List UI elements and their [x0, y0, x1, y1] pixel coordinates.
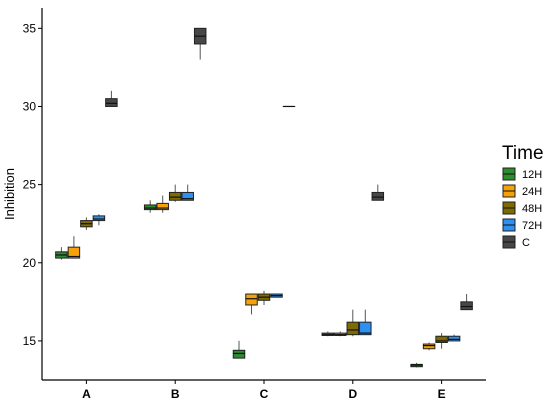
legend-label: 72H: [522, 220, 542, 232]
box-body: [181, 191, 194, 201]
box-E-12H: [410, 362, 423, 368]
x-tick-label: B: [171, 387, 180, 401]
box-body: [435, 335, 448, 343]
legend-label: 24H: [522, 186, 542, 198]
y-tick-label: 15: [23, 334, 37, 348]
box-B-24H: [156, 195, 169, 213]
box-A-12H: [55, 247, 68, 260]
box-body: [67, 246, 81, 259]
box-E-C: [460, 294, 473, 311]
box-D-24H: [334, 331, 347, 337]
box-E-72H: [447, 334, 461, 342]
box-B-48H: [168, 184, 182, 202]
box-D-12H: [321, 331, 335, 337]
box-B-72H: [181, 184, 194, 201]
box-body: [105, 98, 118, 107]
box-D-72H: [359, 309, 372, 336]
box-body: [92, 215, 106, 222]
box-body: [156, 202, 169, 211]
box-A-48H: [80, 217, 93, 230]
y-axis-title: Inhibition: [2, 168, 17, 220]
legend-item-24H: 24H: [502, 184, 542, 198]
legend-item-12H: 12H: [502, 167, 542, 181]
legend-label: 48H: [522, 203, 542, 215]
x-tick-label: E: [438, 387, 446, 401]
box-body: [447, 335, 461, 342]
box-body: [168, 191, 182, 201]
x-tick-label: A: [82, 387, 91, 401]
legend: Time 12H 24H 48H 72H C: [502, 143, 544, 249]
box-D-48H: [346, 309, 360, 337]
box-body: [346, 321, 360, 336]
x-tick-label: D: [348, 387, 357, 401]
box-body: [359, 321, 372, 336]
box-body: [245, 293, 258, 306]
box-B-C: [193, 27, 207, 60]
x-tick-label: C: [260, 387, 269, 401]
box-A-24H: [67, 236, 81, 259]
y-tick-label: 20: [23, 256, 37, 270]
y-tick-label: 35: [23, 21, 37, 35]
y-tick-label: 30: [23, 99, 37, 113]
box-C-24H: [245, 293, 258, 315]
box-body: [371, 191, 385, 201]
legend-item-72H: 72H: [502, 218, 542, 232]
legend-label: C: [522, 237, 530, 249]
box-C-12H: [232, 340, 246, 359]
box-C-48H: [257, 290, 271, 305]
legend-item-C: C: [502, 235, 530, 249]
box-body: [143, 204, 157, 211]
plot-area: [55, 27, 473, 368]
box-A-C: [105, 90, 118, 107]
box-E-48H: [435, 333, 448, 349]
legend-title: Time: [502, 143, 544, 164]
box-A-72H: [92, 214, 106, 226]
box-body: [460, 301, 473, 311]
axes: Inhibition 15 20 25 30 35 A B C D E: [2, 8, 486, 401]
box-body: [422, 343, 436, 350]
legend-item-48H: 48H: [502, 201, 542, 215]
y-tick-label: 25: [23, 178, 37, 192]
box-C-72H: [270, 293, 283, 298]
box-B-12H: [143, 200, 157, 213]
box-E-24H: [422, 342, 436, 351]
box-D-C: [371, 184, 385, 201]
box-body: [232, 349, 246, 359]
legend-label: 12H: [522, 169, 542, 181]
